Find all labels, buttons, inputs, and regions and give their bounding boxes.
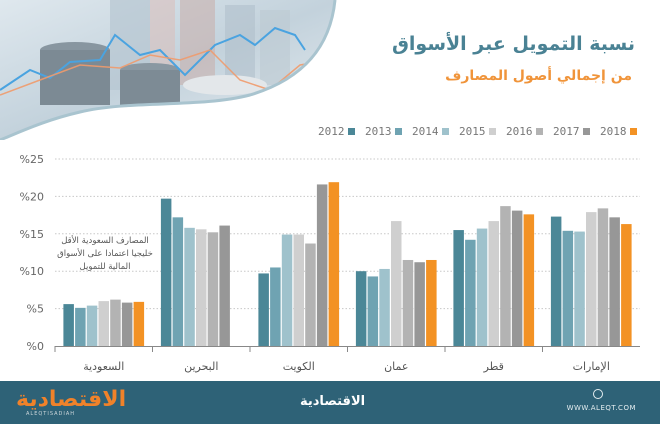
legend-swatch xyxy=(629,128,637,135)
bar-2017 xyxy=(609,217,620,346)
legend-label: 2015 xyxy=(459,125,486,138)
annotation-line: المصارف السعودية الأقل xyxy=(61,236,149,246)
saudi-annotation: المصارف السعودية الأقل خليجيا اعتمادا عل… xyxy=(57,235,153,274)
legend-swatch xyxy=(582,128,590,135)
legend-label: 2014 xyxy=(412,125,439,138)
bar-2014 xyxy=(476,228,488,346)
x-tick-label: الكويت xyxy=(283,360,315,373)
y-tick-label: %25 xyxy=(20,153,44,166)
annotation-line: المالية للتمويل xyxy=(79,262,131,272)
x-tick-label: السعودية xyxy=(83,360,124,373)
legend-item-2017: 2017 xyxy=(553,125,600,138)
legend-swatch xyxy=(441,128,449,135)
bar-2015 xyxy=(391,221,402,346)
website-link[interactable]: WWW.ALEQT.COM xyxy=(566,404,636,412)
x-tick-label: قطر xyxy=(483,360,504,373)
bar-2013 xyxy=(75,307,86,346)
legend-item-2012: 2012 xyxy=(318,125,365,138)
bar-2018 xyxy=(621,224,632,346)
bar-2016 xyxy=(305,243,316,346)
bar-2014 xyxy=(281,234,293,346)
legend-item-2018: 2018 xyxy=(600,125,647,138)
legend-item-2014: 2014 xyxy=(412,125,459,138)
bar-2017 xyxy=(121,302,133,346)
legend-label: 2016 xyxy=(506,125,533,138)
bar-2012 xyxy=(550,216,562,346)
bar-2018 xyxy=(523,214,535,346)
bar-2018 xyxy=(426,259,437,346)
bar-2013 xyxy=(562,230,574,346)
bar-2014 xyxy=(379,268,390,346)
y-tick-label: %10 xyxy=(20,265,44,278)
bar-2013 xyxy=(270,267,281,346)
bar-2012 xyxy=(453,230,464,346)
bar-2013 xyxy=(465,239,476,346)
bar-chart: %0 %5 %10 %15 %20 %25 السعودية البحرين الكويت عما… xyxy=(20,153,640,373)
globe-icon xyxy=(593,389,603,399)
footer-bar: الاقتصادية ALEQTISADIAH الاقتصادية WWW.A… xyxy=(0,381,660,424)
bar-2017 xyxy=(511,210,523,346)
bar-2016 xyxy=(597,208,609,346)
bar-2016 xyxy=(207,232,219,346)
bar-2014 xyxy=(574,231,585,346)
brand-logo-subtitle: ALEQTISADIAH xyxy=(26,411,76,417)
bar-2018 xyxy=(328,182,340,346)
x-tick-label: عمان xyxy=(384,360,408,373)
bar-2012 xyxy=(355,271,367,346)
bar-2016 xyxy=(500,206,511,346)
legend-item-2015: 2015 xyxy=(459,125,506,138)
chart-title: نسبة التمويل عبر الأسواق xyxy=(391,33,635,55)
legend-label: 2017 xyxy=(553,125,580,138)
legend-label: 2012 xyxy=(318,125,345,138)
legend-swatch xyxy=(394,128,402,135)
bar-2015 xyxy=(586,212,597,346)
bar-2012 xyxy=(258,273,269,346)
bar-2015 xyxy=(196,229,207,346)
y-tick-label: %5 xyxy=(27,303,44,316)
bar-2015 xyxy=(293,234,304,346)
bar-2014 xyxy=(86,305,98,346)
bar-2012 xyxy=(63,304,74,346)
brand-logo[interactable]: الاقتصادية xyxy=(16,387,127,412)
legend-item-2013: 2013 xyxy=(365,125,412,138)
bar-2014 xyxy=(184,227,195,346)
y-tick-label: %0 xyxy=(27,340,44,353)
bar-2018 xyxy=(133,301,145,346)
bar-2017 xyxy=(316,184,328,346)
bar-2016 xyxy=(110,299,121,346)
bar-2013 xyxy=(172,217,184,346)
legend-label: 2013 xyxy=(365,125,392,138)
x-tick-label: الإمارات xyxy=(573,360,610,373)
legend: 2012 2013 2014 2015 2016 2017 2018 xyxy=(318,125,647,138)
chart-subtitle: من إجمالي أصول المصارف xyxy=(445,68,632,84)
legend-swatch xyxy=(535,128,543,135)
legend-swatch xyxy=(488,128,496,135)
x-tick-label: البحرين xyxy=(184,360,218,373)
bar-2016 xyxy=(402,259,414,346)
bar-2013 xyxy=(367,276,379,346)
bar-2015 xyxy=(98,301,109,346)
bar-2017 xyxy=(219,225,230,346)
footer-brand-text: الاقتصادية xyxy=(300,394,366,409)
y-tick-label: %15 xyxy=(20,228,44,241)
bar-2012 xyxy=(160,198,172,346)
y-tick-label: %20 xyxy=(20,190,44,203)
hero-image xyxy=(0,0,337,140)
legend-label: 2018 xyxy=(600,125,627,138)
legend-item-2016: 2016 xyxy=(506,125,553,138)
bar-2017 xyxy=(414,262,425,346)
annotation-line: خليجيا اعتمادا على الأسواق xyxy=(57,249,153,259)
legend-swatch xyxy=(347,128,355,135)
bar-2015 xyxy=(488,221,499,346)
